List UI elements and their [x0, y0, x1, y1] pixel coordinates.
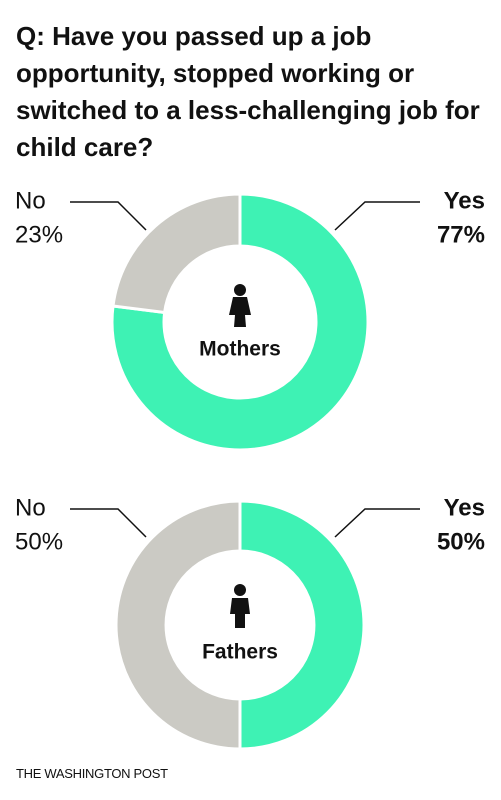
- category-label: No: [15, 187, 46, 214]
- value-label: 23%: [15, 221, 63, 248]
- title: Q: Have you passed up a job opportunity,…: [16, 21, 480, 162]
- leader-line: [334, 201, 420, 231]
- donut-segment: [111, 192, 242, 315]
- leader-line: [70, 201, 147, 231]
- value-label: 50%: [437, 528, 485, 555]
- donut-segment: [110, 192, 370, 452]
- mother-icon: [229, 284, 251, 327]
- leader-line: [70, 508, 147, 538]
- value-label: 50%: [15, 528, 63, 555]
- chart: Yes 77% No 23% Mothers Yes 50% No 50% Fathers: [15, 187, 485, 751]
- source: THE WASHINGTON POST: [16, 766, 168, 781]
- donut-segment: [114, 499, 242, 751]
- category-label: Yes: [444, 494, 485, 521]
- center-label: Fathers: [202, 641, 278, 664]
- center-label: Mothers: [199, 338, 281, 361]
- category-label: Yes: [444, 187, 485, 214]
- leader-line: [334, 508, 420, 538]
- donut-segment: [238, 499, 366, 751]
- father-icon: [230, 584, 250, 628]
- category-label: No: [15, 494, 46, 521]
- value-label: 77%: [437, 221, 485, 248]
